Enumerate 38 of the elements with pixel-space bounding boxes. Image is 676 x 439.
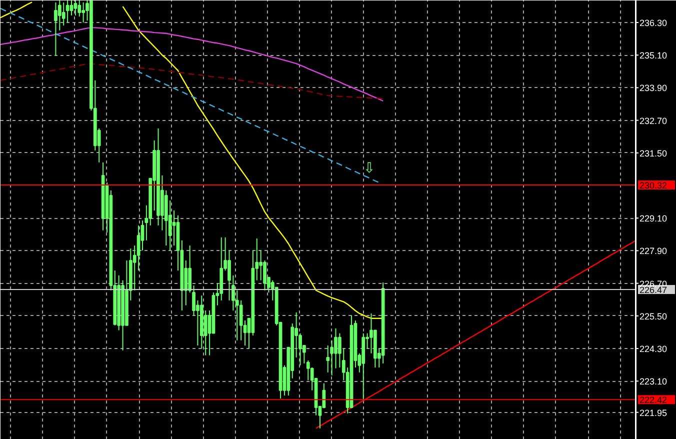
candlestick — [334, 328, 338, 369]
y-tick-label: 231.50 — [640, 148, 668, 158]
y-tick-label: 232.70 — [640, 116, 668, 126]
candlestick — [66, 0, 70, 24]
candlestick — [374, 330, 377, 368]
candlestick — [239, 300, 243, 341]
y-tick-label: 236.30 — [640, 18, 668, 28]
candlestick — [125, 260, 128, 326]
candlestick — [326, 345, 330, 373]
ref-line-label: 230.32 — [640, 180, 668, 190]
y-tick-label: 224.30 — [640, 344, 668, 354]
y-tick-label: 235.10 — [640, 50, 668, 61]
candlestick — [62, 2, 66, 26]
line-series — [0, 63, 384, 100]
y-tick-label: 227.90 — [640, 246, 668, 256]
candlestick — [156, 128, 160, 226]
candlestick — [330, 340, 334, 376]
candlestick — [70, 0, 74, 16]
y-tick-label: 233.90 — [640, 83, 668, 94]
candlestick — [228, 250, 231, 301]
y-tick-label: 221.95 — [640, 408, 668, 418]
candlestick — [58, 0, 62, 31]
candlestick — [259, 250, 262, 281]
y-tick-label: 229.10 — [640, 214, 668, 224]
line-series — [0, 8, 380, 184]
candlestick — [54, 2, 58, 56]
candlestick — [74, 0, 78, 16]
ref-line-label: 222.42 — [640, 395, 668, 406]
candlestick — [82, 2, 86, 24]
candlestick — [381, 282, 385, 364]
y-tick-label: 225.50 — [640, 311, 668, 322]
candlestick — [200, 295, 204, 349]
candlestick — [220, 236, 224, 301]
line-series — [0, 27, 384, 102]
candlestick — [117, 274, 121, 331]
candlestick — [136, 224, 140, 272]
y-tick-label: 223.10 — [640, 376, 668, 387]
annotation: ⇩ — [363, 160, 376, 177]
